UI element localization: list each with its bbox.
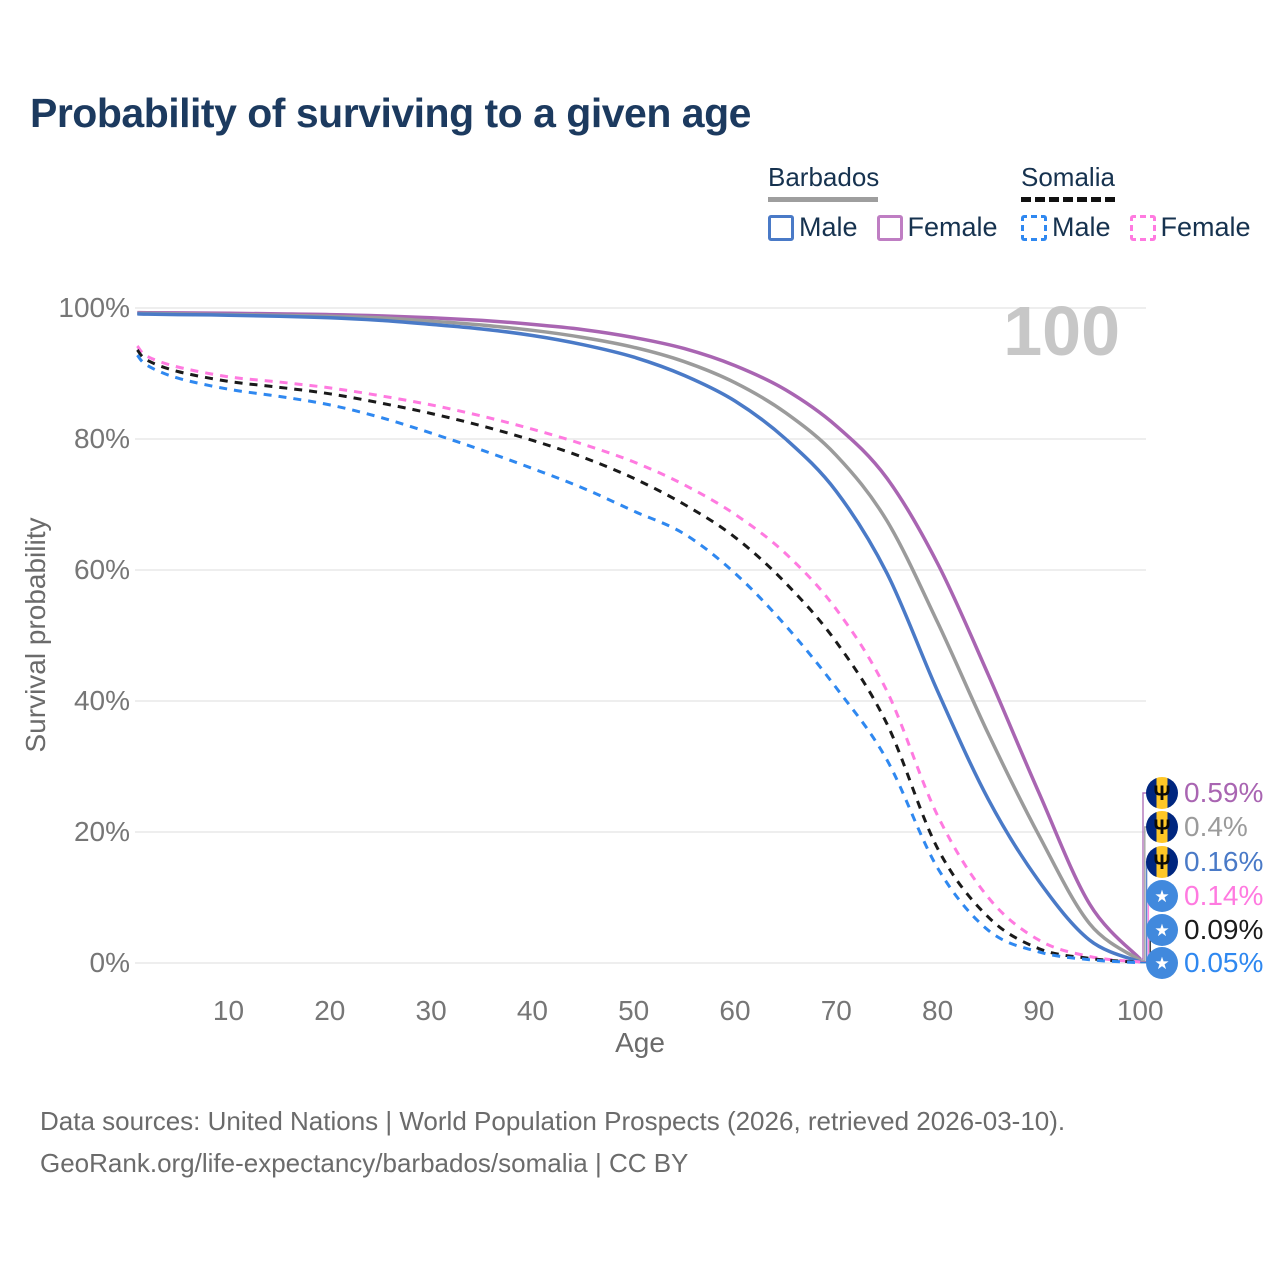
- barbados-flag-icon: Ψ: [1146, 777, 1178, 809]
- x-tick-label: 80: [922, 995, 953, 1026]
- star-icon: ★: [1154, 953, 1170, 973]
- x-tick-label: 10: [213, 995, 244, 1026]
- end-label-value: 0.09%: [1184, 914, 1264, 945]
- x-tick-label: 20: [314, 995, 345, 1026]
- end-label-row-somalia-female: ★ 0.14%: [1146, 879, 1263, 913]
- x-tick-label: 60: [719, 995, 750, 1026]
- series-line-somalia-female: [136, 344, 1141, 964]
- end-label-row-somalia-total: ★ 0.09%: [1146, 913, 1263, 947]
- legend-title-somalia: Somalia: [1021, 162, 1115, 192]
- x-tick-label: 40: [517, 995, 548, 1026]
- x-tick-label: 100: [1117, 995, 1164, 1026]
- y-tick-label: 40%: [74, 685, 130, 716]
- barbados-flag-icon: Ψ: [1146, 811, 1178, 843]
- checkbox-barbados-male[interactable]: [768, 214, 794, 241]
- end-label-row-barbados-male: Ψ 0.16%: [1146, 845, 1263, 879]
- checkbox-barbados-female[interactable]: [876, 214, 903, 241]
- age-counter-watermark: 100: [1003, 292, 1120, 370]
- y-tick-label: 100%: [58, 292, 130, 323]
- series-line-barbados-female: [137, 310, 1142, 961]
- x-axis-title: Age: [615, 1027, 665, 1058]
- end-label-value: 0.59%: [1184, 777, 1264, 808]
- somalia-flag-icon: ★: [1146, 914, 1178, 946]
- legend-underline-dashed: [1021, 197, 1115, 202]
- trident-icon: Ψ: [1153, 850, 1171, 874]
- legend-group-barbados: Barbados Male Female: [768, 162, 1017, 243]
- end-label-value: 0.4%: [1184, 811, 1248, 842]
- legend-label-barbados-female: Female: [907, 212, 998, 242]
- legend-title-barbados: Barbados: [768, 162, 880, 192]
- series-line-barbados-male: [137, 312, 1141, 964]
- trident-icon: Ψ: [1153, 815, 1171, 839]
- footer-sources: Data sources: United Nations | World Pop…: [40, 1106, 1066, 1136]
- end-label-value: 0.05%: [1184, 947, 1264, 978]
- legend-label-somalia-female: Female: [1160, 212, 1251, 242]
- x-tick-label: 90: [1023, 995, 1054, 1026]
- barbados-flag-icon: Ψ: [1146, 846, 1178, 878]
- end-label-value: 0.16%: [1184, 846, 1264, 877]
- trident-icon: Ψ: [1153, 781, 1171, 805]
- end-label-row-barbados-total: Ψ 0.4%: [1146, 810, 1248, 844]
- legend-underline-solid: [768, 197, 878, 202]
- page-title: Probability of surviving to a given age: [30, 90, 751, 136]
- end-label-row-somalia-male: ★ 0.05%: [1146, 946, 1263, 980]
- series-line-somalia-total: [136, 348, 1141, 964]
- legend-label-somalia-male: Male: [1052, 212, 1111, 242]
- x-tick-label: 30: [416, 995, 447, 1026]
- x-tick-label: 70: [821, 995, 852, 1026]
- y-tick-label: 20%: [74, 816, 130, 847]
- legend-group-somalia: Somalia Male Female: [1021, 162, 1270, 243]
- y-tick-label: 80%: [74, 423, 130, 454]
- series-line-barbados-total: [137, 311, 1142, 962]
- end-label-value: 0.14%: [1184, 880, 1264, 911]
- somalia-flag-icon: ★: [1146, 947, 1178, 979]
- star-icon: ★: [1154, 920, 1170, 940]
- footer-url: GeoRank.org/life-expectancy/barbados/som…: [40, 1148, 689, 1178]
- checkbox-somalia-male[interactable]: [1021, 214, 1047, 241]
- y-axis-title: Survival probability: [20, 518, 51, 753]
- end-label-row-barbados-female: Ψ 0.59%: [1146, 776, 1263, 810]
- y-tick-label: 0%: [90, 947, 130, 978]
- series-line-somalia-male: [136, 354, 1141, 965]
- checkbox-somalia-female[interactable]: [1129, 214, 1156, 241]
- star-icon: ★: [1154, 886, 1170, 906]
- legend-label-barbados-male: Male: [799, 212, 858, 242]
- x-tick-label: 50: [618, 995, 649, 1026]
- somalia-flag-icon: ★: [1146, 880, 1178, 912]
- y-tick-label: 60%: [74, 554, 130, 585]
